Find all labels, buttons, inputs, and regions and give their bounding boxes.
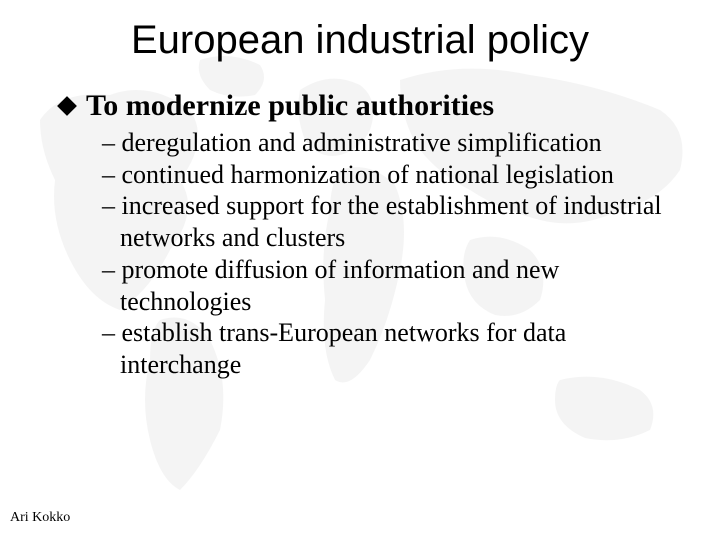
main-bullet-text: To modernize public authorities bbox=[86, 89, 494, 123]
footer-author: Ari Kokko bbox=[10, 510, 70, 526]
sub-bullet-item: – promote diffusion of information and n… bbox=[102, 254, 670, 317]
sub-bullet-item: – increased support for the establishmen… bbox=[102, 190, 670, 253]
diamond-bullet-icon bbox=[57, 96, 77, 116]
slide-container: European industrial policy To modernize … bbox=[0, 0, 720, 540]
sub-bullet-item: – establish trans-European networks for … bbox=[102, 317, 670, 380]
main-bullet: To modernize public authorities bbox=[60, 89, 680, 123]
sub-bullet-list: – deregulation and administrative simpli… bbox=[60, 127, 680, 381]
sub-bullet-item: – continued harmonization of national le… bbox=[102, 159, 670, 191]
slide-content: To modernize public authorities – deregu… bbox=[0, 89, 720, 381]
slide-title: European industrial policy bbox=[0, 0, 720, 73]
sub-bullet-item: – deregulation and administrative simpli… bbox=[102, 127, 670, 159]
